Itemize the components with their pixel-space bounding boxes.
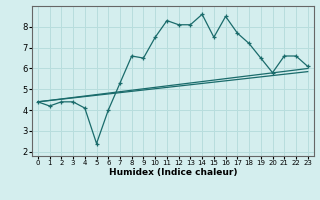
X-axis label: Humidex (Indice chaleur): Humidex (Indice chaleur) bbox=[108, 168, 237, 177]
